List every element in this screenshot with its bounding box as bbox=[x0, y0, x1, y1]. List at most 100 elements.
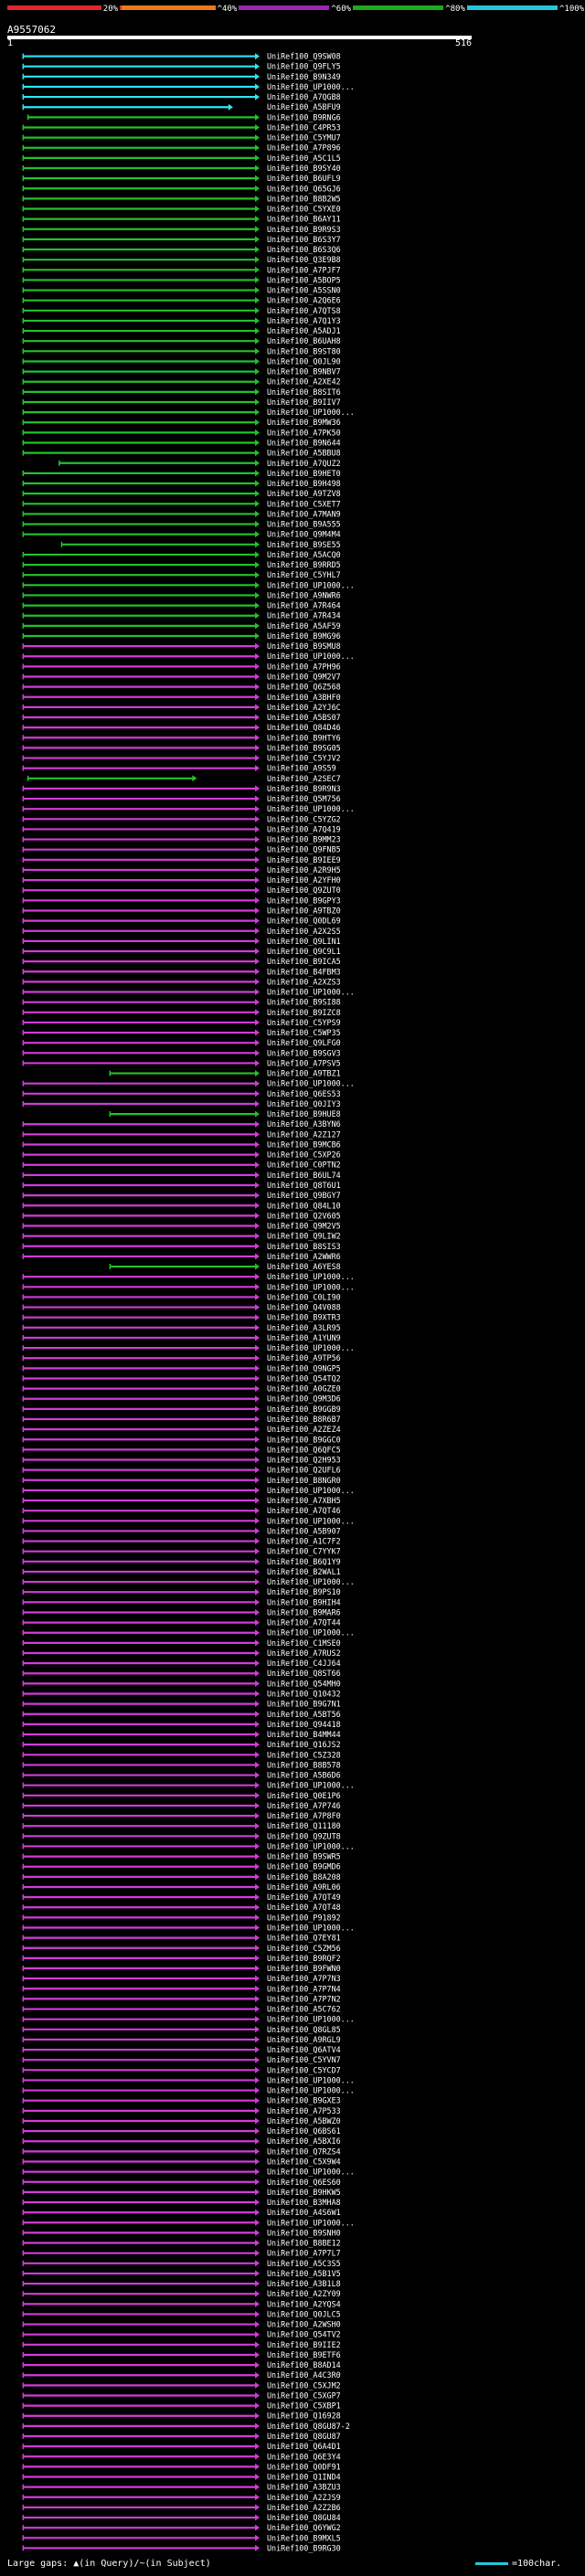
hit-label[interactable]: UniRef100_A5SSN0 bbox=[267, 286, 341, 295]
hit-label[interactable]: UniRef100_Q94418 bbox=[267, 1720, 341, 1729]
hit-row[interactable]: UniRef100_C5WP35 bbox=[22, 1028, 341, 1037]
hit-label[interactable]: UniRef100_Q8T6U1 bbox=[267, 1181, 341, 1190]
hit-label[interactable]: UniRef100_A2X2S5 bbox=[267, 927, 341, 936]
hit-label[interactable]: UniRef100_A5B1V5 bbox=[267, 2269, 341, 2278]
hit-row[interactable]: UniRef100_C4PR53 bbox=[22, 122, 341, 132]
hit-label[interactable]: UniRef100_A0GZE0 bbox=[267, 1384, 341, 1394]
hit-row[interactable]: UniRef100_Q0JLC5 bbox=[22, 2309, 341, 2318]
hit-row[interactable]: UniRef100_A7P896 bbox=[22, 143, 341, 153]
hit-row[interactable]: UniRef100_C1MSE0 bbox=[22, 1638, 341, 1648]
hit-label[interactable]: UniRef100_UP1000... bbox=[267, 82, 355, 91]
hit-label[interactable]: UniRef100_A2ZEZ4 bbox=[267, 1425, 341, 1434]
hit-label[interactable]: UniRef100_Q8GL85 bbox=[267, 2025, 341, 2034]
hit-row[interactable]: UniRef100_Q8T6U1 bbox=[22, 1181, 341, 1190]
hit-label[interactable]: UniRef100_A2WWR6 bbox=[267, 1252, 341, 1261]
hit-label[interactable]: UniRef100_A3LR95 bbox=[267, 1323, 341, 1332]
hit-row[interactable]: UniRef100_B6UFL9 bbox=[22, 174, 341, 183]
hit-label[interactable]: UniRef100_UP1000... bbox=[267, 580, 355, 589]
hit-row[interactable]: UniRef100_Q84D46 bbox=[22, 723, 341, 732]
hit-row[interactable]: UniRef100_A7PK50 bbox=[22, 428, 341, 437]
hit-row[interactable]: UniRef100_C4JJ64 bbox=[22, 1659, 341, 1668]
hit-row[interactable]: UniRef100_Q94418 bbox=[22, 1720, 341, 1729]
hit-row[interactable]: UniRef100_A7QGB8 bbox=[22, 92, 341, 101]
hit-row[interactable]: UniRef100_A7RUS2 bbox=[22, 1648, 341, 1658]
hit-label[interactable]: UniRef100_Q1IND4 bbox=[267, 2473, 341, 2482]
hit-row[interactable]: UniRef100_B9SE55 bbox=[60, 540, 341, 549]
hit-row[interactable]: UniRef100_C5XBP1 bbox=[22, 2401, 341, 2411]
hit-row[interactable]: UniRef100_A5BS07 bbox=[22, 713, 341, 722]
hit-label[interactable]: UniRef100_B9HIH4 bbox=[267, 1597, 341, 1606]
hit-label[interactable]: UniRef100_A7QT44 bbox=[267, 1618, 341, 1627]
hit-row[interactable]: UniRef100_B8A208 bbox=[22, 1872, 341, 1882]
hit-row[interactable]: UniRef100_Q54TQ2 bbox=[22, 1373, 341, 1383]
hit-label[interactable]: UniRef100_A3BZU3 bbox=[267, 2483, 341, 2492]
hit-row[interactable]: UniRef100_B9N644 bbox=[22, 439, 341, 448]
hit-row[interactable]: UniRef100_A7QT46 bbox=[22, 1506, 341, 1515]
hit-row[interactable]: UniRef100_A2XE42 bbox=[22, 377, 341, 387]
hit-label[interactable]: UniRef100_Q54TQ2 bbox=[267, 1373, 341, 1383]
hit-label[interactable]: UniRef100_A1YUN9 bbox=[267, 1333, 341, 1342]
hit-row[interactable]: UniRef100_A7P533 bbox=[22, 2106, 341, 2115]
hit-row[interactable]: UniRef100_UP1000... bbox=[22, 82, 355, 91]
hit-row[interactable]: UniRef100_B9IIE2 bbox=[22, 2340, 341, 2349]
hit-label[interactable]: UniRef100_Q6ES60 bbox=[267, 2178, 341, 2187]
hit-label[interactable]: UniRef100_A2Z2B6 bbox=[267, 2503, 341, 2512]
hit-row[interactable]: UniRef100_A9TBZ1 bbox=[109, 1069, 341, 1078]
hit-label[interactable]: UniRef100_B9IZC8 bbox=[267, 1008, 341, 1017]
hit-label[interactable]: UniRef100_B9IIE2 bbox=[267, 2340, 341, 2349]
hit-row[interactable]: UniRef100_A7P8F0 bbox=[22, 1811, 341, 1820]
hit-row[interactable]: UniRef100_A3BYN6 bbox=[22, 1119, 341, 1129]
hit-row[interactable]: UniRef100_C5YZG2 bbox=[22, 814, 341, 823]
hit-row[interactable]: UniRef100_C5YVN7 bbox=[22, 2055, 341, 2064]
hit-label[interactable]: UniRef100_A2YJ6C bbox=[267, 703, 341, 712]
hit-row[interactable]: UniRef100_Q9M2V7 bbox=[22, 673, 341, 682]
hit-row[interactable]: UniRef100_B9SY40 bbox=[22, 164, 341, 173]
hit-label[interactable]: UniRef100_A5ACQ0 bbox=[267, 550, 341, 559]
hit-label[interactable]: UniRef100_Q5M756 bbox=[267, 794, 341, 803]
hit-row[interactable]: UniRef100_A3LR95 bbox=[22, 1323, 341, 1332]
hit-label[interactable]: UniRef100_Q9FLY5 bbox=[267, 62, 341, 71]
hit-row[interactable]: UniRef100_Q3E9B8 bbox=[22, 255, 341, 264]
hit-label[interactable]: UniRef100_UP1000... bbox=[267, 1282, 355, 1291]
hit-row[interactable]: UniRef100_UP1000... bbox=[22, 1079, 355, 1088]
hit-row[interactable]: UniRef100_Q54TV2 bbox=[22, 2330, 341, 2339]
hit-row[interactable]: UniRef100_Q2H953 bbox=[22, 1456, 341, 1465]
hit-label[interactable]: UniRef100_A9TBZ1 bbox=[267, 1069, 341, 1078]
hit-row[interactable]: UniRef100_A3BHF0 bbox=[22, 693, 341, 702]
hit-row[interactable]: UniRef100_UP1000... bbox=[22, 1486, 355, 1495]
hit-row[interactable]: UniRef100_A4C3R0 bbox=[22, 2370, 341, 2380]
hit-row[interactable]: UniRef100_A2R9H5 bbox=[22, 865, 341, 875]
hit-label[interactable]: UniRef100_A7QUZ2 bbox=[267, 459, 341, 468]
hit-label[interactable]: UniRef100_Q54TV2 bbox=[267, 2330, 341, 2339]
hit-row[interactable]: UniRef100_Q0JIY3 bbox=[22, 1099, 341, 1108]
hit-label[interactable]: UniRef100_B9H498 bbox=[267, 479, 341, 488]
hit-label[interactable]: UniRef100_A3BHF0 bbox=[267, 693, 341, 702]
hit-label[interactable]: UniRef100_C0LI90 bbox=[267, 1292, 341, 1301]
hit-row[interactable]: UniRef100_A2Q6E6 bbox=[22, 296, 341, 305]
hit-label[interactable]: UniRef100_B9GGB9 bbox=[267, 1405, 341, 1414]
hit-label[interactable]: UniRef100_B9RG30 bbox=[267, 2543, 341, 2552]
hit-label[interactable]: UniRef100_Q8GU87-2 bbox=[267, 2422, 350, 2431]
hit-row[interactable]: UniRef100_Q7RZS4 bbox=[22, 2147, 341, 2156]
hit-row[interactable]: UniRef100_A5SSN0 bbox=[22, 286, 341, 295]
hit-row[interactable]: UniRef100_C5YCD7 bbox=[22, 2065, 341, 2074]
hit-row[interactable]: UniRef100_A5C1L5 bbox=[22, 154, 341, 163]
hit-label[interactable]: UniRef100_UP1000... bbox=[267, 2086, 355, 2095]
hit-row[interactable]: UniRef100_A5ADJ1 bbox=[22, 326, 341, 335]
hit-label[interactable]: UniRef100_Q65GJ6 bbox=[267, 184, 341, 193]
hit-label[interactable]: UniRef100_Q9BGY7 bbox=[267, 1191, 341, 1200]
hit-label[interactable]: UniRef100_C5YJV2 bbox=[267, 754, 341, 763]
hit-row[interactable]: UniRef100_Q0E1P6 bbox=[22, 1791, 341, 1800]
hit-label[interactable]: UniRef100_B9GXE3 bbox=[267, 2096, 341, 2105]
hit-label[interactable]: UniRef100_UP1000... bbox=[267, 2015, 355, 2024]
hit-label[interactable]: UniRef100_Q6A4D1 bbox=[267, 2442, 341, 2451]
hit-row[interactable]: UniRef100_A5B6D6 bbox=[22, 1771, 341, 1780]
hit-label[interactable]: UniRef100_B9A555 bbox=[267, 520, 341, 529]
hit-row[interactable]: UniRef100_Q6ATV4 bbox=[22, 2045, 341, 2054]
hit-row[interactable]: UniRef100_UP1000... bbox=[22, 408, 355, 417]
hit-label[interactable]: UniRef100_A7R434 bbox=[267, 611, 341, 620]
hit-label[interactable]: UniRef100_A7R464 bbox=[267, 601, 341, 610]
hit-row[interactable]: UniRef100_A9NWR6 bbox=[22, 590, 341, 599]
hit-row[interactable]: UniRef100_B6UAH8 bbox=[22, 336, 341, 345]
hit-row[interactable]: UniRef100_A2SEC7 bbox=[27, 774, 341, 783]
